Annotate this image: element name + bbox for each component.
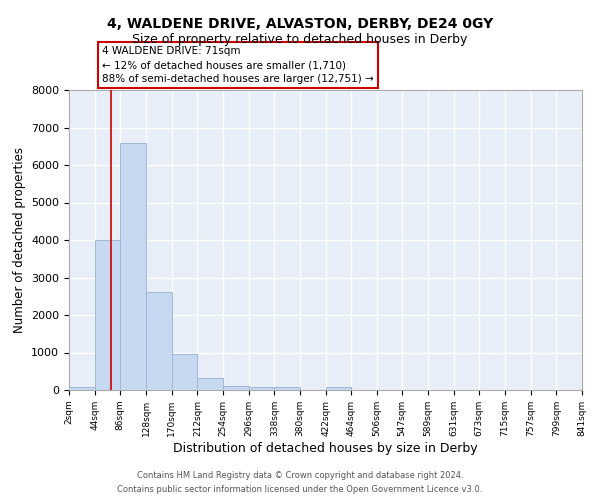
X-axis label: Distribution of detached houses by size in Derby: Distribution of detached houses by size … [173, 442, 478, 454]
Bar [172, 354, 197, 390]
Bar [326, 387, 352, 390]
Bar [146, 292, 172, 390]
Text: 4 WALDENE DRIVE: 71sqm
← 12% of detached houses are smaller (1,710)
88% of semi-: 4 WALDENE DRIVE: 71sqm ← 12% of detached… [103, 46, 374, 84]
Bar [274, 387, 300, 390]
Bar [197, 378, 223, 390]
Bar [223, 386, 249, 390]
Text: Size of property relative to detached houses in Derby: Size of property relative to detached ho… [133, 32, 467, 46]
Bar [69, 387, 95, 390]
Text: Contains public sector information licensed under the Open Government Licence v3: Contains public sector information licen… [118, 486, 482, 494]
Text: 4, WALDENE DRIVE, ALVASTON, DERBY, DE24 0GY: 4, WALDENE DRIVE, ALVASTON, DERBY, DE24 … [107, 18, 493, 32]
Text: Contains HM Land Registry data © Crown copyright and database right 2024.: Contains HM Land Registry data © Crown c… [137, 472, 463, 480]
Bar [95, 240, 121, 390]
Y-axis label: Number of detached properties: Number of detached properties [13, 147, 26, 333]
Bar [249, 386, 274, 390]
Bar [121, 142, 146, 390]
